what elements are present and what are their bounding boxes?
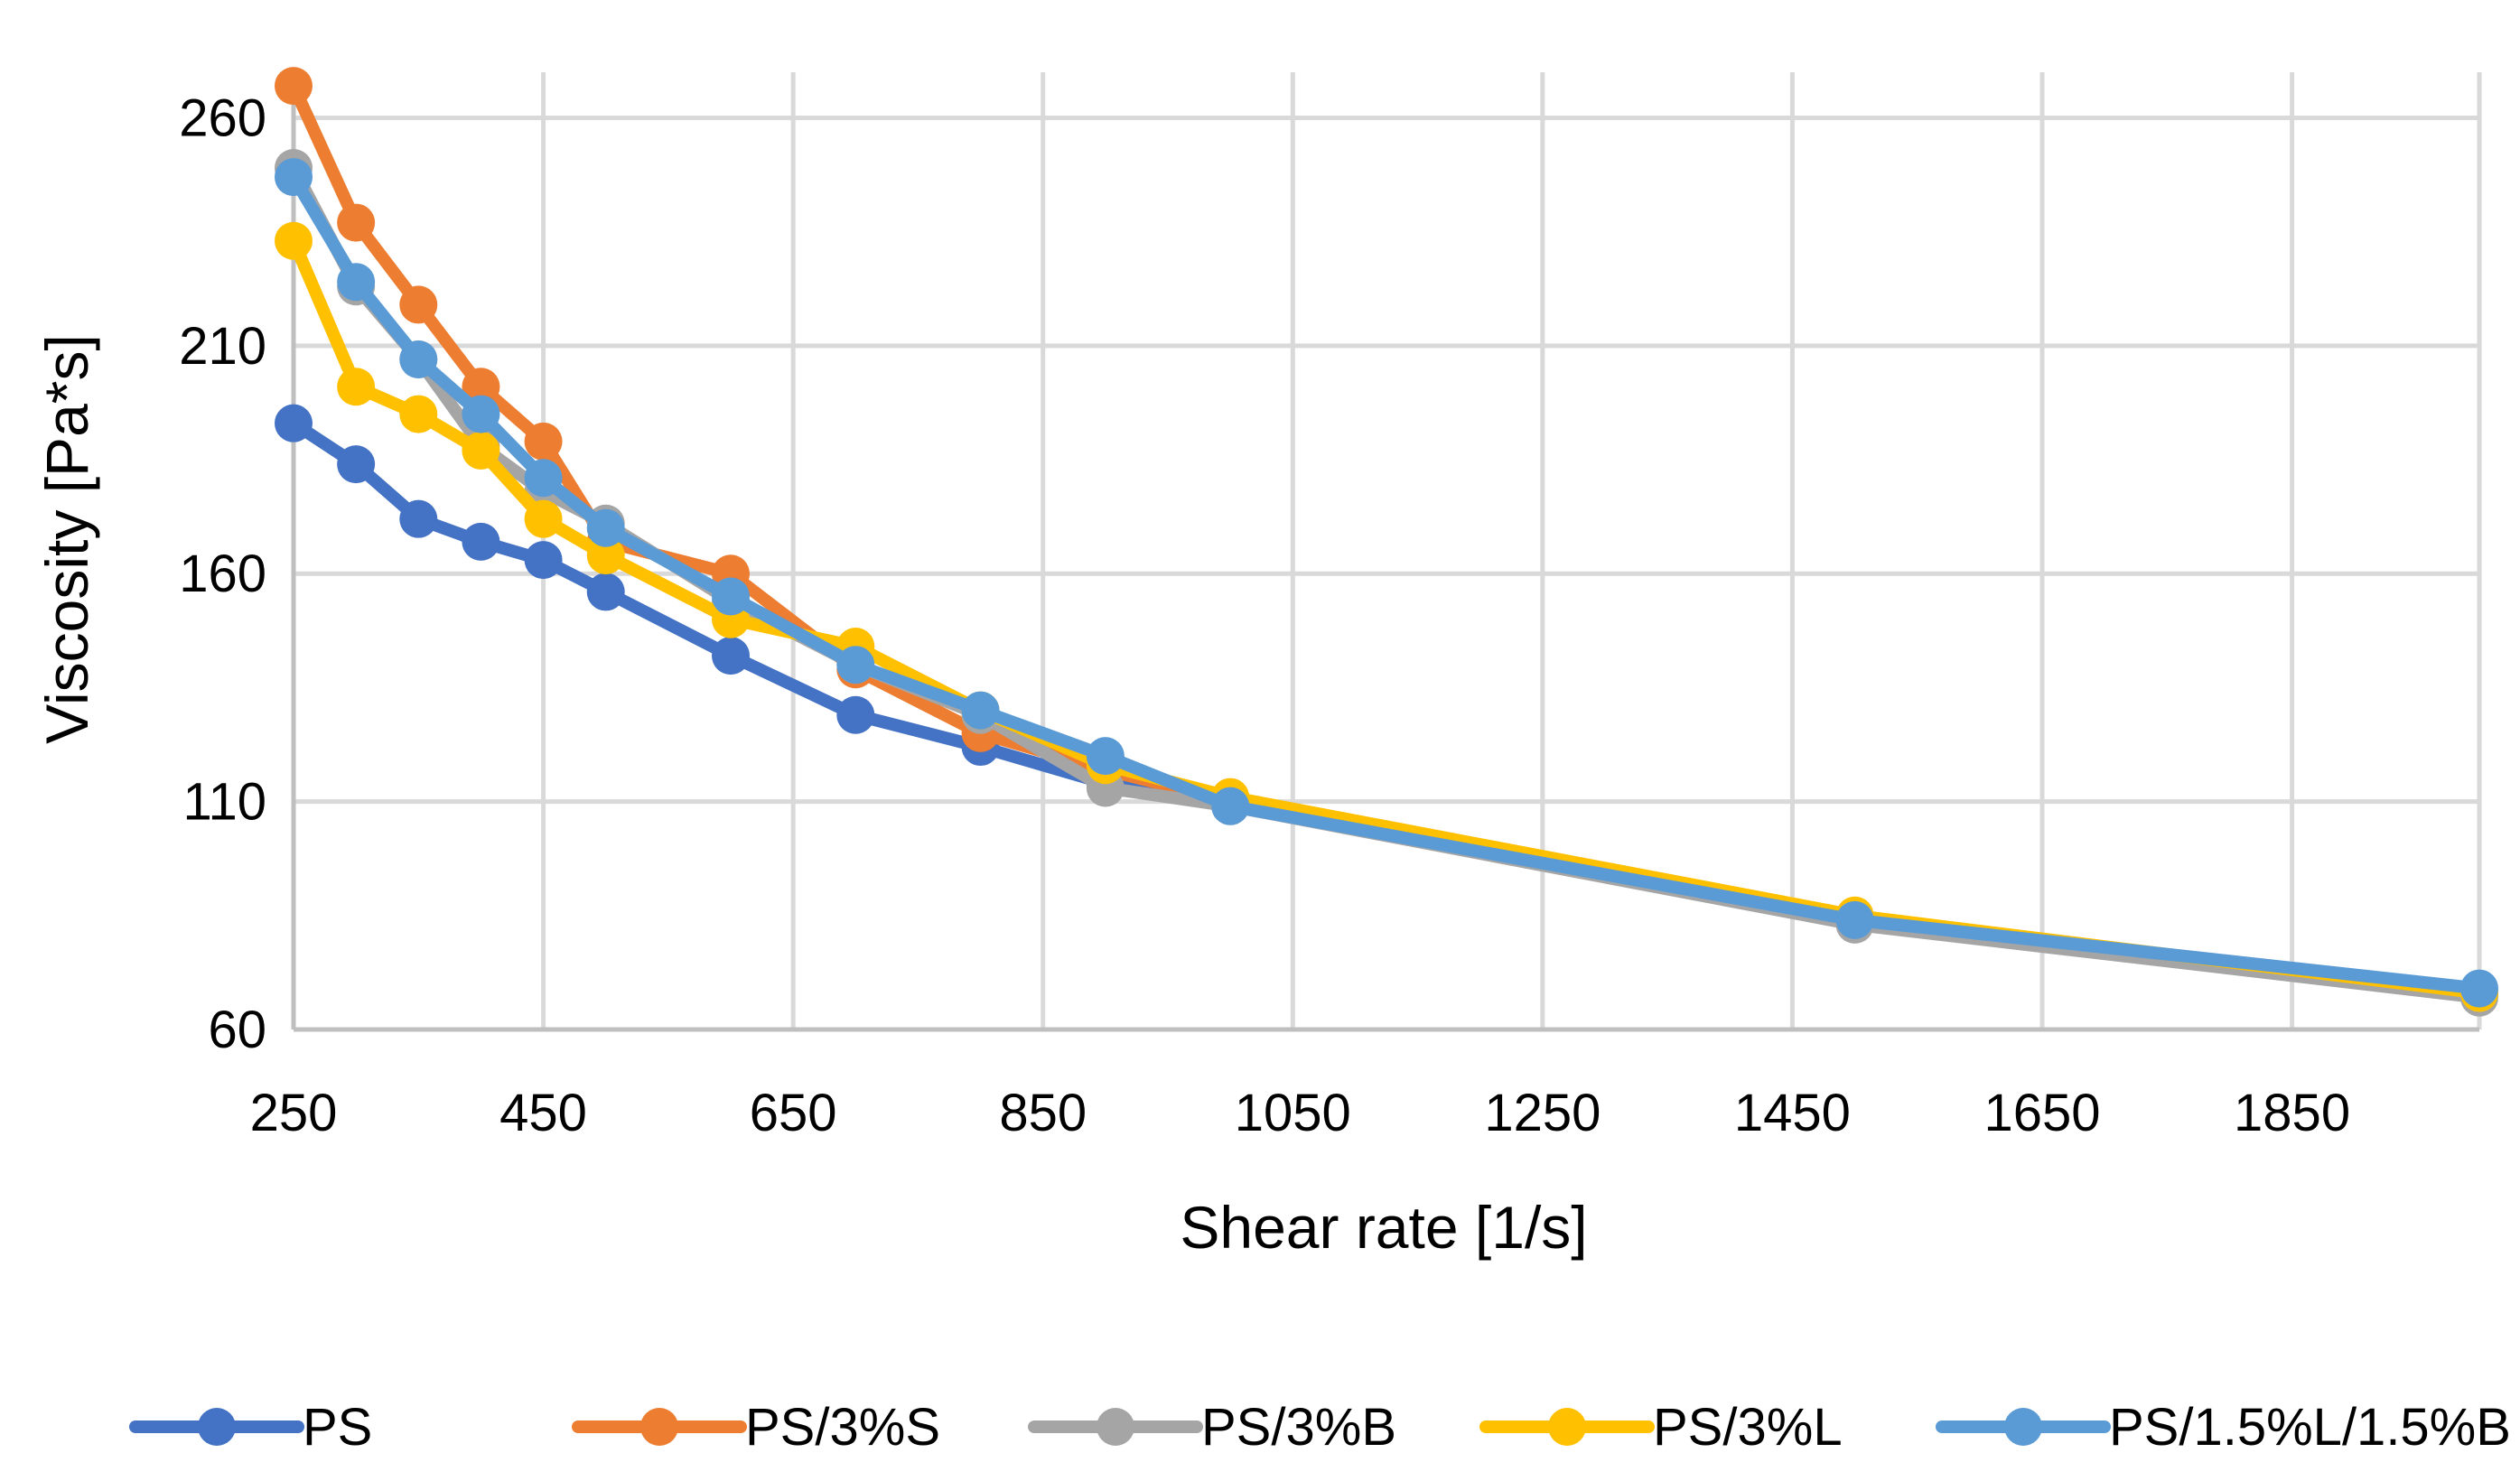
legend-label: PS bbox=[303, 1398, 372, 1457]
legend-swatch-marker bbox=[198, 1408, 236, 1446]
x-tick-label: 1650 bbox=[1983, 1084, 2100, 1142]
data-point bbox=[399, 285, 438, 324]
data-point bbox=[275, 221, 313, 260]
data-point bbox=[712, 637, 750, 675]
data-point bbox=[2460, 969, 2498, 1008]
legend-label: PS/3%L bbox=[1653, 1398, 1843, 1457]
data-point bbox=[399, 499, 438, 538]
x-tick-label: 850 bbox=[999, 1084, 1087, 1142]
data-point bbox=[586, 573, 625, 611]
series-line bbox=[287, 234, 2486, 1000]
legend-swatch-marker bbox=[2004, 1408, 2042, 1446]
legend-swatch-marker bbox=[640, 1408, 678, 1446]
data-point bbox=[586, 536, 625, 575]
data-point bbox=[462, 522, 500, 561]
data-point bbox=[1211, 787, 1250, 825]
x-tick-label: 250 bbox=[250, 1084, 338, 1142]
series-lines bbox=[275, 67, 2498, 1017]
data-point bbox=[462, 368, 500, 406]
x-axis-title: Shear rate [1/s] bbox=[1180, 1194, 1587, 1261]
data-point bbox=[712, 577, 750, 616]
data-point bbox=[462, 395, 500, 433]
data-point bbox=[524, 422, 563, 461]
y-tick-label: 160 bbox=[179, 545, 266, 603]
x-tick-label: 1050 bbox=[1235, 1084, 1351, 1142]
x-tick-label: 450 bbox=[499, 1084, 587, 1142]
series-PS bbox=[275, 404, 2498, 1012]
y-tick-label: 210 bbox=[179, 317, 266, 376]
data-point bbox=[1835, 900, 1874, 939]
series-PS/1.5%L/1.5%B bbox=[275, 158, 2498, 1008]
legend-item: PS/3%L bbox=[1479, 1398, 1843, 1457]
data-point bbox=[586, 508, 625, 547]
legend-item: PS bbox=[129, 1398, 372, 1457]
legend-item: PS/3%B bbox=[1028, 1398, 1396, 1457]
data-point bbox=[337, 445, 376, 484]
data-point bbox=[337, 368, 376, 406]
x-tick-label: 1250 bbox=[1484, 1084, 1601, 1142]
data-point bbox=[275, 67, 313, 106]
data-point bbox=[462, 431, 500, 470]
data-point bbox=[275, 404, 313, 442]
y-axis-title: Viscosity [Pa*s] bbox=[33, 334, 100, 744]
data-point bbox=[524, 499, 563, 538]
data-point bbox=[275, 158, 313, 197]
y-tick-label: 260 bbox=[179, 88, 266, 147]
y-tick-label: 110 bbox=[183, 773, 266, 832]
data-point bbox=[1086, 737, 1125, 776]
series-line bbox=[287, 416, 2486, 1000]
legend: PS PS/3%S PS/3%B PS/3%L PS/1.5%L/1.5%B bbox=[129, 1398, 2511, 1457]
legend-item: PS/3%S bbox=[572, 1398, 940, 1457]
data-point bbox=[836, 695, 875, 734]
legend-label: PS/1.5%L/1.5%B bbox=[2109, 1398, 2511, 1457]
tick-labels: 60 110 160 210 260 250 450 650 850 1050 1250 1450 16… bbox=[179, 88, 2350, 1142]
legend-item: PS/1.5%L/1.5%B bbox=[1936, 1398, 2511, 1457]
series-PS/3%L bbox=[275, 221, 2498, 1012]
legend-swatch-marker bbox=[1548, 1408, 1586, 1446]
x-tick-label: 650 bbox=[750, 1084, 837, 1142]
x-tick-label: 1850 bbox=[2234, 1084, 2350, 1142]
data-point bbox=[524, 541, 563, 580]
legend-label: PS/3%B bbox=[1201, 1398, 1396, 1457]
data-point bbox=[399, 340, 438, 378]
data-point bbox=[399, 395, 438, 433]
y-tick-label: 60 bbox=[208, 1001, 266, 1059]
data-point bbox=[337, 203, 376, 242]
data-point bbox=[337, 263, 376, 302]
x-tick-label: 1450 bbox=[1734, 1084, 1851, 1142]
data-point bbox=[836, 646, 875, 685]
data-point bbox=[524, 459, 563, 498]
data-point bbox=[961, 691, 1000, 730]
legend-swatch-marker bbox=[1097, 1408, 1134, 1446]
legend-label: PS/3%S bbox=[745, 1398, 940, 1457]
